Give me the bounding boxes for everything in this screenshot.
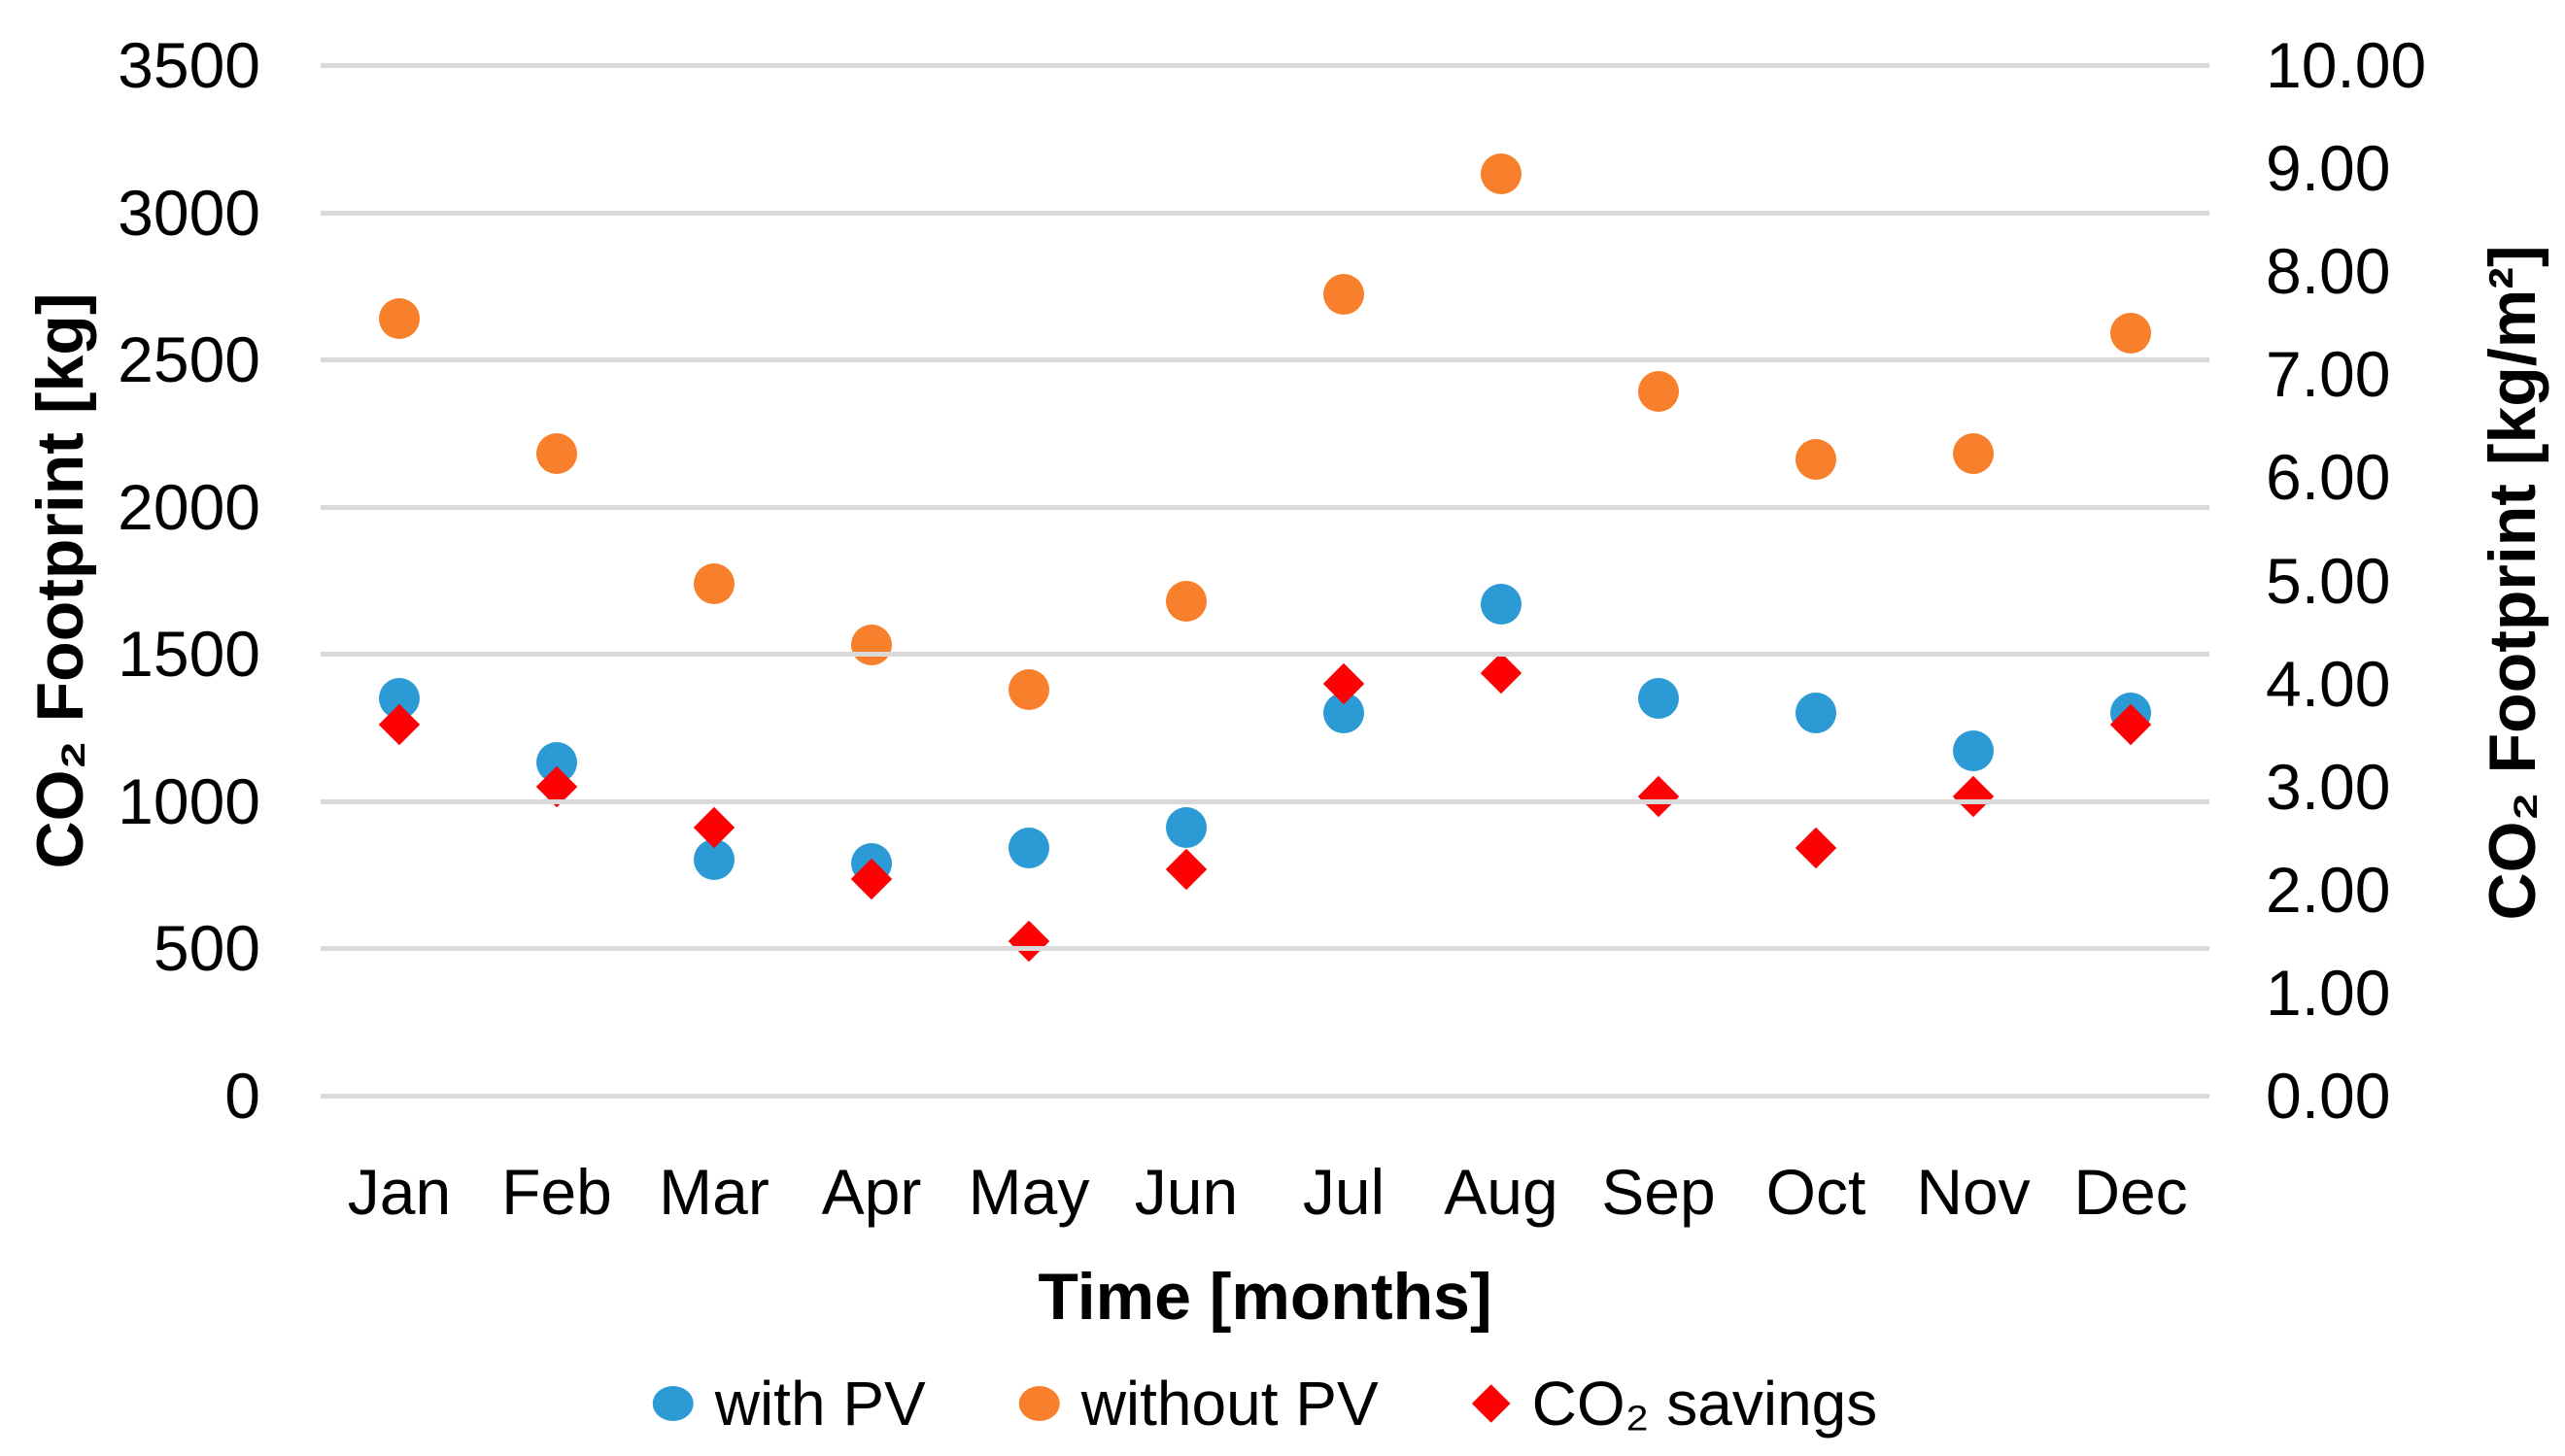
gridline [321, 63, 2209, 68]
data-point-without-pv [1481, 153, 1522, 195]
data-point-without-pv [851, 625, 892, 666]
gridline [321, 1094, 2209, 1099]
data-point-with-pv [1796, 692, 1836, 733]
legend-circle-marker-icon [1018, 1386, 1060, 1421]
y-axis-tick-label-right: 3.00 [2266, 750, 2391, 823]
data-point-with-pv [1481, 583, 1522, 625]
gridline [321, 652, 2209, 658]
y-axis-tick-label-left: 2000 [118, 470, 260, 543]
data-point-without-pv [1166, 580, 1207, 622]
gridline [321, 946, 2209, 952]
y-axis-tick-label-left: 0 [224, 1060, 260, 1132]
chart-legend: with PV without PV CO₂ savings [652, 1368, 1878, 1439]
legend-item-with-pv: with PV [652, 1368, 926, 1439]
x-axis-tick-label: Jun [1134, 1156, 1239, 1228]
x-axis-tick-label: Oct [1765, 1156, 1866, 1228]
data-point-co-savings [1480, 652, 1522, 694]
y-axis-tick-label-right: 5.00 [2266, 544, 2391, 617]
legend-label: without PV [1080, 1369, 1379, 1439]
legend-label: CO₂ savings [1531, 1369, 1878, 1439]
y-axis-tick-label-left: 1000 [118, 764, 260, 837]
legend-item-without-pv: without PV [1018, 1368, 1379, 1439]
data-point-without-pv [2110, 312, 2151, 354]
x-axis-tick-label: Jul [1302, 1156, 1385, 1228]
data-point-co-savings [1637, 776, 1680, 818]
y-axis-tick-label-left: 2500 [118, 323, 260, 396]
y-axis-tick-label-right: 0.00 [2266, 1060, 2391, 1132]
gridline [321, 210, 2209, 216]
y-axis-tick-label-right: 1.00 [2266, 956, 2391, 1029]
data-point-without-pv [694, 562, 735, 604]
y-axis-tick-label-right: 7.00 [2266, 338, 2391, 411]
data-point-without-pv [1323, 274, 1364, 316]
y-axis-tick-label-right: 6.00 [2266, 441, 2391, 514]
gridline [321, 798, 2209, 804]
x-axis-title: Time [months] [1038, 1260, 1492, 1334]
x-axis-tick-label: Dec [2073, 1156, 2188, 1228]
legend-item-co-savings: CO₂ savings [1471, 1368, 1878, 1439]
data-point-with-pv [1953, 730, 1994, 772]
x-axis-tick-label: Apr [821, 1156, 922, 1228]
data-point-with-pv [1638, 677, 1679, 719]
x-axis-tick-label: Aug [1444, 1156, 1558, 1228]
data-point-without-pv [379, 297, 420, 339]
data-point-co-savings [1952, 776, 1995, 818]
y-axis-tick-label-left: 3000 [118, 176, 260, 249]
data-point-without-pv [536, 433, 577, 475]
gridline [321, 504, 2209, 510]
data-point-co-savings [1008, 920, 1050, 963]
legend-diamond-marker-icon [1471, 1384, 1511, 1423]
x-axis-tick-label: Jan [347, 1156, 452, 1228]
legend-circle-marker-icon [652, 1386, 694, 1421]
data-point-co-savings [693, 806, 735, 849]
data-point-without-pv [1953, 433, 1994, 475]
y-axis-tick-label-right: 2.00 [2266, 853, 2391, 926]
x-axis-tick-label: Sep [1601, 1156, 1716, 1228]
data-point-without-pv [1638, 371, 1679, 413]
y-axis-tick-label-left: 500 [153, 912, 260, 985]
gridline [321, 357, 2209, 363]
y-axis-tick-label-right: 4.00 [2266, 647, 2391, 720]
data-point-co-savings [1165, 848, 1208, 890]
y-axis-tick-label-left: 1500 [118, 618, 260, 691]
x-axis-tick-label: Feb [501, 1156, 612, 1228]
data-point-with-pv [1009, 828, 1049, 869]
y-axis-title-right: CO₂ Footprint [kg/m²] [2476, 245, 2549, 921]
y-axis-tick-label-right: 9.00 [2266, 132, 2391, 205]
data-point-co-savings [1795, 828, 1837, 869]
data-point-with-pv [1166, 807, 1207, 849]
x-axis-tick-label: Mar [659, 1156, 770, 1228]
data-point-without-pv [1009, 668, 1049, 710]
y-axis-tick-label-left: 3500 [118, 29, 260, 101]
x-axis-tick-label: May [968, 1156, 1090, 1228]
y-axis-tick-label-right: 8.00 [2266, 235, 2391, 308]
x-axis-tick-label: Nov [1916, 1156, 2031, 1228]
data-point-without-pv [1796, 439, 1836, 481]
y-axis-tick-label-right: 10.00 [2266, 29, 2427, 101]
legend-label: with PV [714, 1369, 926, 1439]
